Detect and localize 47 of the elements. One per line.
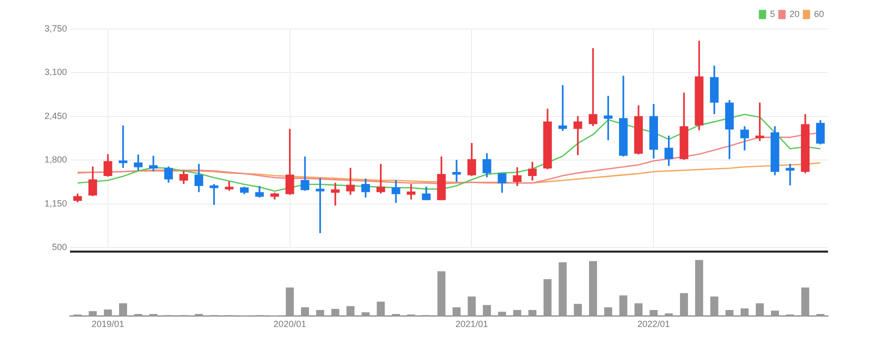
candlestick xyxy=(755,102,764,141)
bar xyxy=(468,296,476,316)
bar xyxy=(695,260,704,316)
bar xyxy=(88,311,97,316)
y-tick-label: 2,450 xyxy=(44,110,67,121)
bar xyxy=(513,310,522,316)
bar xyxy=(740,308,749,316)
bar xyxy=(437,271,446,316)
x-tick-label: 2021/01 xyxy=(455,319,488,330)
bar xyxy=(680,293,688,316)
bar xyxy=(452,307,461,316)
bar xyxy=(710,296,718,316)
legend-label: 5 xyxy=(770,8,775,19)
bar xyxy=(650,310,658,316)
bar xyxy=(286,288,294,316)
bar xyxy=(756,303,764,316)
bar xyxy=(528,310,536,316)
bar xyxy=(558,262,567,316)
y-tick-label: 1,150 xyxy=(44,198,67,208)
x-tick-label: 2022/01 xyxy=(637,319,670,330)
x-tick-label: 2020/01 xyxy=(274,319,306,330)
legend-label: 60 xyxy=(814,8,824,19)
bar xyxy=(104,309,112,316)
bar xyxy=(589,261,598,316)
y-tick-label: 500 xyxy=(52,242,67,252)
bar xyxy=(619,295,628,316)
bar xyxy=(316,310,324,316)
bar xyxy=(119,303,128,316)
bar xyxy=(482,304,491,316)
bar xyxy=(574,304,582,316)
bar xyxy=(331,308,340,316)
x-tick-label: 2019/01 xyxy=(92,319,124,330)
bar xyxy=(498,312,506,316)
y-tick-label: 3,750 xyxy=(44,23,67,34)
candlestick xyxy=(224,181,234,191)
legend-label: 20 xyxy=(789,8,800,19)
bar xyxy=(634,303,642,316)
bar xyxy=(376,302,385,316)
bar xyxy=(346,306,354,316)
bar xyxy=(725,310,734,316)
bar xyxy=(544,279,552,316)
bar xyxy=(604,307,612,316)
bar xyxy=(801,288,810,316)
bar xyxy=(770,310,779,316)
y-tick-label: 1,800 xyxy=(44,154,67,165)
bar xyxy=(300,307,309,316)
y-tick-label: 3,100 xyxy=(44,67,67,78)
